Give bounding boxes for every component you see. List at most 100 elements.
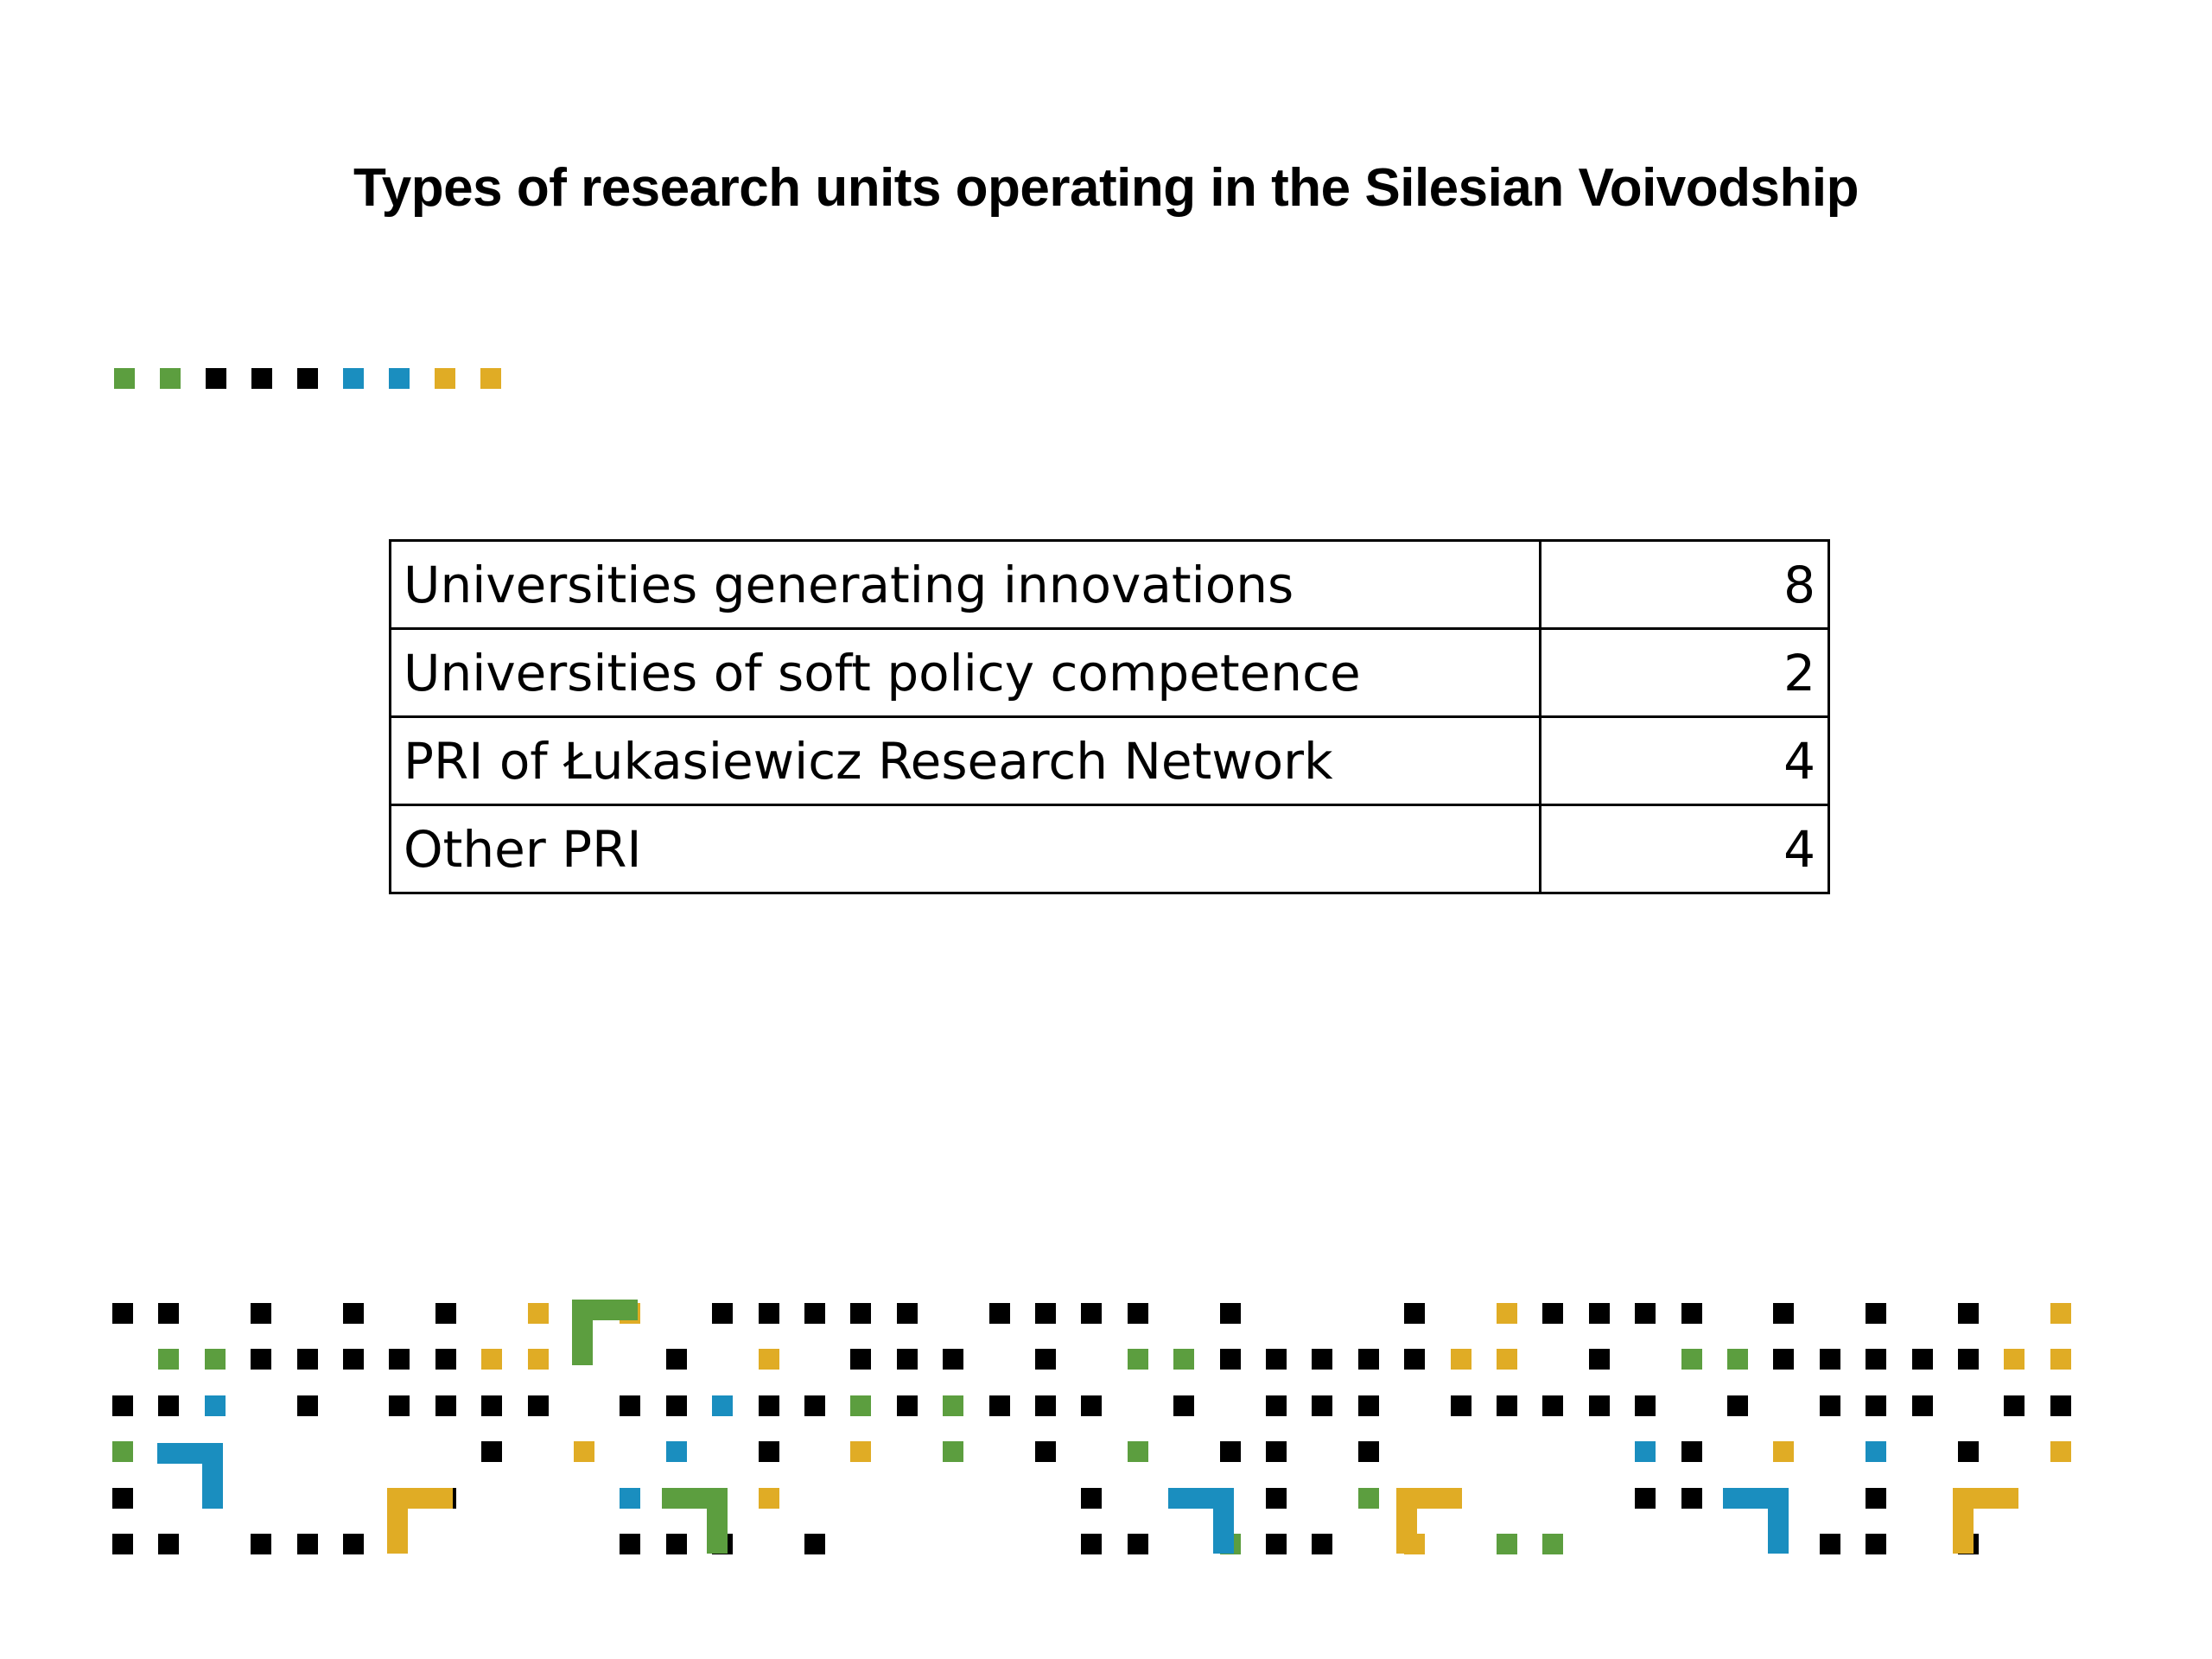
- pattern-square: [158, 1534, 179, 1554]
- pattern-square: [1635, 1395, 1656, 1416]
- pattern-square: [1820, 1534, 1840, 1554]
- pattern-square: [759, 1488, 779, 1509]
- table-row: Universities generating innovations 8: [389, 539, 1830, 630]
- pattern-square: [1866, 1303, 1886, 1324]
- pattern-square: [112, 1303, 133, 1324]
- pattern-square: [297, 1395, 318, 1416]
- pattern-square: [1128, 1441, 1148, 1462]
- pattern-square: [1866, 1534, 1886, 1554]
- pattern-square: [1589, 1303, 1610, 1324]
- pattern-bracket: [1168, 1488, 1234, 1554]
- pattern-square: [1266, 1441, 1287, 1462]
- pattern-square: [712, 1395, 733, 1416]
- pattern-square: [1773, 1303, 1794, 1324]
- title-decorative-squares: [114, 368, 529, 391]
- row-count: 8: [1539, 539, 1830, 630]
- rule-square: [343, 368, 364, 389]
- pattern-square: [251, 1534, 271, 1554]
- pattern-square: [2004, 1349, 2024, 1370]
- pattern-bracket: [1723, 1488, 1789, 1554]
- pattern-square: [620, 1395, 640, 1416]
- pattern-square: [1912, 1395, 1933, 1416]
- pattern-square: [389, 1349, 410, 1370]
- pattern-square: [2050, 1303, 2071, 1324]
- pattern-square: [1404, 1303, 1425, 1324]
- pattern-square: [435, 1303, 456, 1324]
- row-count: 4: [1539, 804, 1830, 894]
- pattern-square: [850, 1441, 871, 1462]
- pattern-square: [897, 1303, 918, 1324]
- pattern-square: [943, 1349, 963, 1370]
- pattern-square: [1497, 1395, 1517, 1416]
- pattern-square: [1866, 1395, 1886, 1416]
- pattern-square: [1266, 1395, 1287, 1416]
- pattern-square: [251, 1303, 271, 1324]
- pattern-square: [1958, 1303, 1979, 1324]
- pattern-square: [1589, 1395, 1610, 1416]
- pattern-square: [343, 1303, 364, 1324]
- pattern-square: [1727, 1349, 1748, 1370]
- row-label: PRI of Łukasiewicz Research Network: [389, 715, 1541, 806]
- pattern-square: [481, 1441, 502, 1462]
- pattern-square: [1220, 1303, 1241, 1324]
- pattern-square: [666, 1534, 687, 1554]
- pattern-bracket: [1953, 1488, 2018, 1554]
- pattern-square: [1681, 1441, 1702, 1462]
- pattern-square: [1773, 1349, 1794, 1370]
- pattern-square: [2050, 1395, 2071, 1416]
- pattern-square: [1958, 1441, 1979, 1462]
- pattern-square: [1866, 1349, 1886, 1370]
- pattern-bracket: [1396, 1488, 1462, 1554]
- pattern-square: [481, 1349, 502, 1370]
- pattern-square: [158, 1303, 179, 1324]
- pattern-square: [1081, 1395, 1102, 1416]
- row-count: 2: [1539, 627, 1830, 718]
- pattern-square: [481, 1395, 502, 1416]
- pattern-square: [1220, 1441, 1241, 1462]
- pattern-square: [666, 1395, 687, 1416]
- pattern-square: [1820, 1395, 1840, 1416]
- pattern-square: [1081, 1488, 1102, 1509]
- rule-square: [297, 368, 318, 389]
- pattern-square: [943, 1441, 963, 1462]
- pattern-square: [1081, 1303, 1102, 1324]
- pattern-square: [1312, 1395, 1332, 1416]
- pattern-square: [1635, 1488, 1656, 1509]
- pattern-square: [528, 1395, 549, 1416]
- table-row: Universities of soft policy competence 2: [389, 627, 1830, 718]
- pattern-square: [343, 1349, 364, 1370]
- pattern-square: [1081, 1534, 1102, 1554]
- pattern-square: [620, 1534, 640, 1554]
- pattern-square: [897, 1395, 918, 1416]
- rule-square: [206, 368, 226, 389]
- pattern-square: [989, 1395, 1010, 1416]
- pattern-square: [1451, 1395, 1471, 1416]
- pattern-square: [2050, 1441, 2071, 1462]
- pattern-square: [1542, 1534, 1563, 1554]
- pattern-square: [1128, 1349, 1148, 1370]
- pattern-square: [1035, 1441, 1056, 1462]
- pattern-square: [435, 1395, 456, 1416]
- pattern-square: [1358, 1488, 1379, 1509]
- pattern-square: [1773, 1441, 1794, 1462]
- pattern-square: [1451, 1349, 1471, 1370]
- row-label: Universities of soft policy competence: [389, 627, 1541, 718]
- table-row: Other PRI 4: [389, 804, 1830, 894]
- pattern-square: [759, 1395, 779, 1416]
- pattern-square: [1958, 1349, 1979, 1370]
- row-label: Other PRI: [389, 804, 1541, 894]
- pattern-square: [1404, 1349, 1425, 1370]
- rule-square: [114, 368, 135, 389]
- pattern-square: [1266, 1488, 1287, 1509]
- pattern-square: [1358, 1395, 1379, 1416]
- pattern-square: [158, 1395, 179, 1416]
- row-label: Universities generating innovations: [389, 539, 1541, 630]
- rule-square: [389, 368, 410, 389]
- pattern-square: [1173, 1349, 1194, 1370]
- pattern-square: [158, 1349, 179, 1370]
- pattern-square: [112, 1441, 133, 1462]
- pattern-square: [1173, 1395, 1194, 1416]
- slide-title: Types of research units operating in the…: [353, 158, 1859, 218]
